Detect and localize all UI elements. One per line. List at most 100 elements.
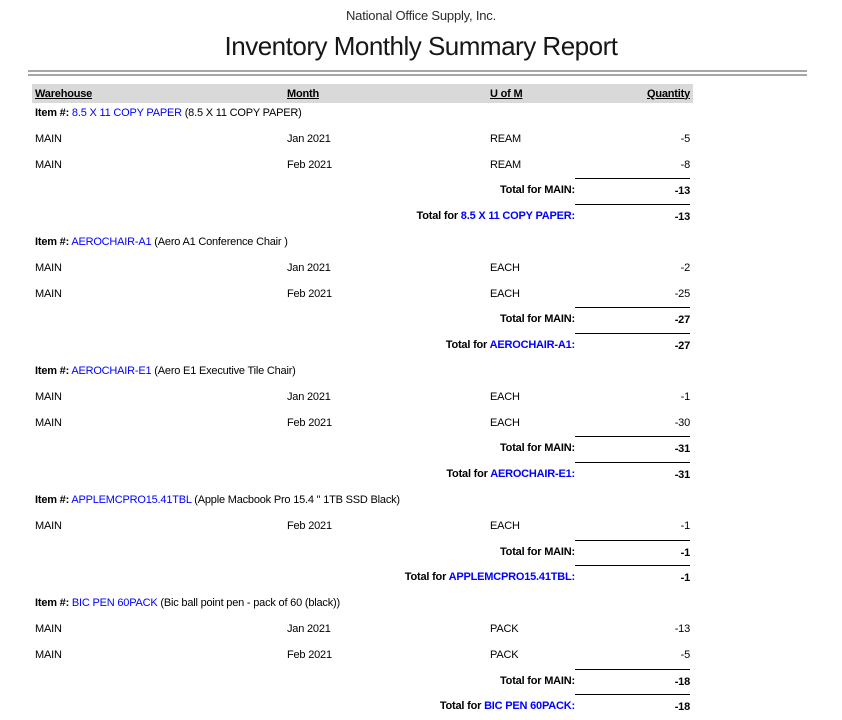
item-total-label: Total for AEROCHAIR-E1: bbox=[35, 462, 575, 488]
warehouse-cell: MAIN bbox=[35, 648, 62, 661]
warehouse-total-row: Total for MAIN: -13 bbox=[32, 178, 693, 204]
item-total-label: Total for APPLEMCPRO15.41TBL: bbox=[35, 565, 575, 591]
item-header-row: Item #: 8.5 X 11 COPY PAPER (8.5 X 11 CO… bbox=[32, 101, 693, 127]
column-header-month: Month bbox=[287, 87, 319, 100]
uofm-cell: EACH bbox=[490, 519, 520, 532]
month-cell: Feb 2021 bbox=[287, 519, 332, 532]
item-total-quantity: -18 bbox=[575, 694, 690, 720]
column-header-warehouse: Warehouse bbox=[35, 87, 93, 100]
item-header-line: Item #: AEROCHAIR-A1 (Aero A1 Conference… bbox=[35, 230, 690, 256]
month-cell: Feb 2021 bbox=[287, 287, 332, 300]
total-for-label: Total for bbox=[416, 210, 459, 223]
warehouse-total-row: Total for MAIN: -31 bbox=[32, 436, 693, 462]
quantity-cell: -30 bbox=[674, 416, 690, 429]
item-number-label: Item #: bbox=[35, 597, 70, 610]
warehouse-total-quantity: -13 bbox=[575, 178, 690, 204]
item-header-line: Item #: BIC PEN 60PACK (Bic ball point p… bbox=[35, 591, 690, 617]
table-header-row: Warehouse Month U of M Quantity bbox=[32, 84, 693, 103]
quantity-cell: -13 bbox=[674, 622, 690, 635]
item-total-quantity: -1 bbox=[575, 565, 690, 591]
item-total-row: Total for AEROCHAIR-A1: -27 bbox=[32, 333, 693, 359]
item-total-quantity: -27 bbox=[575, 333, 690, 359]
detail-row: MAIN Feb 2021 REAM -8 bbox=[32, 153, 693, 179]
item-header-line: Item #: 8.5 X 11 COPY PAPER (8.5 X 11 CO… bbox=[35, 101, 690, 127]
month-cell: Jan 2021 bbox=[287, 390, 331, 403]
item-total-label: Total for AEROCHAIR-A1: bbox=[35, 333, 575, 359]
table-body: Item #: 8.5 X 11 COPY PAPER (8.5 X 11 CO… bbox=[32, 101, 693, 720]
uofm-cell: PACK bbox=[490, 648, 519, 661]
uofm-cell: EACH bbox=[490, 390, 520, 403]
item-total-row: Total for AEROCHAIR-E1: -31 bbox=[32, 462, 693, 488]
warehouse-cell: MAIN bbox=[35, 416, 62, 429]
month-cell: Jan 2021 bbox=[287, 261, 331, 274]
item-code-link[interactable]: APPLEMCPRO15.41TBL bbox=[71, 493, 192, 506]
warehouse-total-label: Total for MAIN: bbox=[499, 184, 575, 197]
report-title: Inventory Monthly Summary Report bbox=[224, 31, 618, 61]
month-cell: Feb 2021 bbox=[287, 648, 332, 661]
uofm-cell: REAM bbox=[490, 158, 521, 171]
warehouse-cell: MAIN bbox=[35, 261, 62, 274]
warehouse-cell: MAIN bbox=[35, 132, 62, 145]
column-header-quantity: Quantity bbox=[646, 87, 690, 100]
warehouse-total-quantity: -1 bbox=[575, 539, 690, 566]
item-number-label: Item #: bbox=[35, 493, 70, 506]
detail-row: MAIN Jan 2021 EACH -1 bbox=[32, 385, 693, 411]
warehouse-total-label: Total for MAIN: bbox=[499, 313, 575, 326]
item-code-link[interactable]: BIC PEN 60PACK bbox=[71, 597, 158, 610]
item-total-code-link[interactable]: AEROCHAIR-E1: bbox=[490, 468, 575, 481]
detail-row: MAIN Feb 2021 PACK -5 bbox=[32, 643, 693, 669]
item-description: (Aero E1 Executive Tile Chair) bbox=[154, 364, 296, 377]
total-for-label: Total for bbox=[445, 339, 488, 352]
item-total-code-link[interactable]: 8.5 X 11 COPY PAPER: bbox=[460, 210, 575, 223]
total-for-label: Total for bbox=[439, 700, 482, 713]
month-cell: Jan 2021 bbox=[287, 132, 331, 145]
detail-row: MAIN Jan 2021 REAM -5 bbox=[32, 127, 693, 153]
item-header-row: Item #: AEROCHAIR-E1 (Aero E1 Executive … bbox=[32, 359, 693, 385]
uofm-cell: EACH bbox=[490, 287, 520, 300]
detail-row: MAIN Feb 2021 EACH -30 bbox=[32, 411, 693, 437]
warehouse-total-row: Total for MAIN: -27 bbox=[32, 307, 693, 333]
item-header-row: Item #: APPLEMCPRO15.41TBL (Apple Macboo… bbox=[32, 488, 693, 514]
item-total-label: Total for BIC PEN 60PACK: bbox=[35, 694, 575, 720]
warehouse-cell: MAIN bbox=[35, 519, 62, 532]
detail-row: MAIN Feb 2021 EACH -1 bbox=[32, 514, 693, 540]
quantity-cell: -1 bbox=[680, 519, 690, 532]
item-description: (Bic ball point pen - pack of 60 (black)… bbox=[160, 597, 340, 610]
item-total-code-link[interactable]: APPLEMCPRO15.41TBL: bbox=[448, 571, 575, 584]
month-cell: Feb 2021 bbox=[287, 158, 332, 171]
item-header-row: Item #: AEROCHAIR-A1 (Aero A1 Conference… bbox=[32, 230, 693, 256]
item-code-link[interactable]: 8.5 X 11 COPY PAPER bbox=[71, 107, 182, 119]
month-cell: Feb 2021 bbox=[287, 416, 332, 429]
warehouse-cell: MAIN bbox=[35, 158, 62, 171]
detail-row: MAIN Jan 2021 PACK -13 bbox=[32, 617, 693, 643]
item-total-label: Total for 8.5 X 11 COPY PAPER: bbox=[35, 204, 575, 230]
item-total-quantity: -31 bbox=[575, 462, 690, 488]
item-total-code-link[interactable]: BIC PEN 60PACK: bbox=[484, 700, 575, 713]
warehouse-total-row: Total for MAIN: -18 bbox=[32, 668, 693, 695]
header-divider-rule bbox=[28, 70, 807, 76]
quantity-cell: -5 bbox=[680, 132, 690, 145]
quantity-cell: -5 bbox=[680, 648, 690, 661]
item-description: (Aero A1 Conference Chair ) bbox=[154, 235, 288, 248]
total-for-label: Total for bbox=[446, 468, 488, 481]
warehouse-total-row: Total for MAIN: -1 bbox=[32, 539, 693, 566]
item-number-label: Item #: bbox=[35, 107, 70, 119]
item-header-line: Item #: APPLEMCPRO15.41TBL (Apple Macboo… bbox=[35, 488, 690, 514]
item-code-link[interactable]: AEROCHAIR-E1 bbox=[71, 364, 152, 377]
uofm-cell: PACK bbox=[490, 622, 519, 635]
item-description: (8.5 X 11 COPY PAPER) bbox=[184, 107, 302, 119]
warehouse-total-quantity: -18 bbox=[575, 668, 690, 695]
quantity-cell: -8 bbox=[680, 158, 690, 171]
total-for-label: Total for bbox=[404, 571, 447, 584]
item-number-label: Item #: bbox=[35, 364, 70, 377]
uofm-cell: EACH bbox=[490, 416, 520, 429]
item-total-code-link[interactable]: AEROCHAIR-A1: bbox=[489, 339, 575, 352]
item-code-link[interactable]: AEROCHAIR-A1 bbox=[71, 235, 152, 248]
item-number-label: Item #: bbox=[35, 235, 70, 248]
item-description: (Apple Macbook Pro 15.4 " 1TB SSD Black) bbox=[194, 493, 400, 506]
month-cell: Jan 2021 bbox=[287, 622, 331, 635]
quantity-cell: -1 bbox=[680, 390, 690, 403]
item-total-row: Total for APPLEMCPRO15.41TBL: -1 bbox=[32, 565, 693, 591]
company-name: National Office Supply, Inc. bbox=[345, 8, 496, 23]
